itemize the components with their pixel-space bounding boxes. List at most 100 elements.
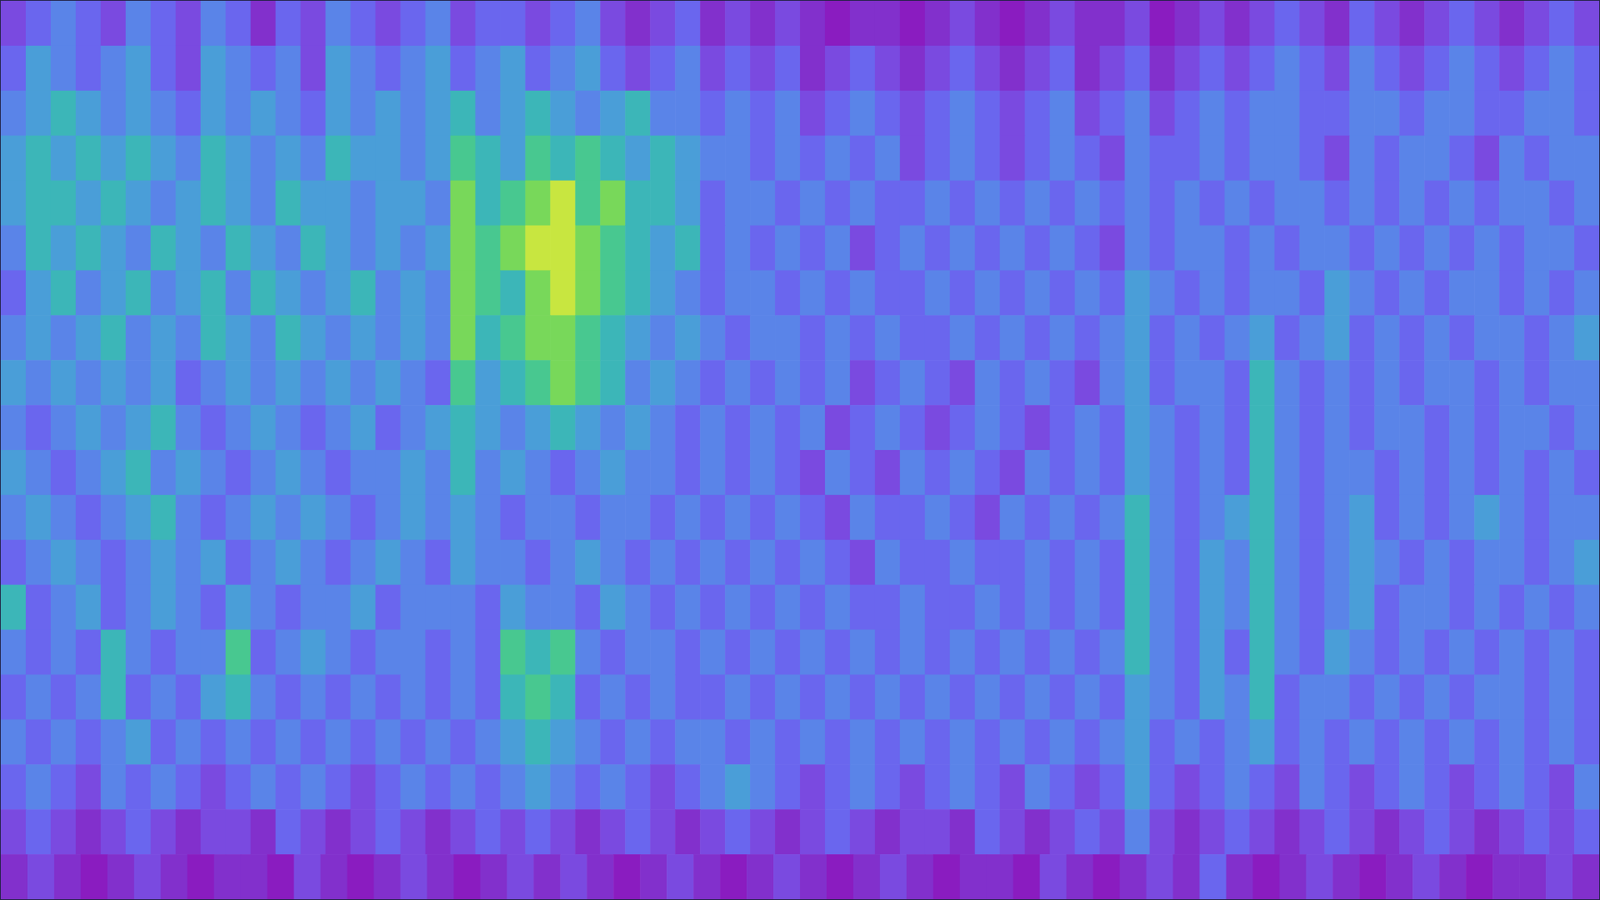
cell [350, 450, 377, 496]
cell [1299, 0, 1325, 47]
cell [650, 540, 676, 586]
cell [250, 225, 277, 272]
cell [775, 540, 801, 586]
cell [1224, 450, 1250, 496]
cell [100, 225, 127, 272]
cell [1025, 0, 1051, 47]
cell [1299, 45, 1325, 92]
cell [725, 360, 751, 406]
cell [950, 180, 976, 227]
cell [75, 450, 102, 496]
cell [1424, 45, 1450, 92]
cell [1100, 225, 1126, 272]
cell [1449, 630, 1475, 676]
cell [875, 0, 901, 47]
cell [1025, 585, 1051, 631]
cell [1175, 540, 1201, 586]
cell [175, 495, 202, 541]
cell [600, 450, 626, 496]
cell [1000, 495, 1026, 541]
cell [1324, 0, 1350, 47]
cell [825, 0, 851, 47]
cell [1224, 540, 1250, 586]
cell [1200, 45, 1226, 92]
cell [1093, 854, 1121, 900]
cell [600, 225, 626, 272]
cell [1125, 495, 1151, 541]
cell [1000, 45, 1026, 92]
cell [600, 135, 626, 182]
cell [1324, 405, 1350, 450]
cell [725, 630, 751, 676]
cell [1399, 495, 1425, 541]
cell [925, 630, 951, 676]
cell [525, 270, 551, 316]
cell [250, 719, 277, 765]
cell [450, 630, 476, 676]
cell [1424, 405, 1450, 450]
cell [1150, 90, 1176, 137]
cell [75, 135, 102, 182]
cell [150, 764, 177, 810]
cell [400, 180, 427, 227]
cell [1299, 225, 1325, 272]
cell [1449, 675, 1475, 721]
cell [150, 90, 177, 137]
cell [750, 675, 776, 721]
cell [825, 225, 851, 272]
cell [1100, 45, 1126, 92]
cell [275, 0, 302, 47]
cell [175, 225, 202, 272]
cell [950, 540, 976, 586]
cell [75, 675, 102, 721]
cell [600, 405, 626, 450]
cell [925, 270, 951, 316]
cell [1150, 540, 1176, 586]
cell [1399, 360, 1425, 406]
cell [1224, 45, 1250, 92]
cell [1274, 270, 1300, 316]
cell [550, 270, 576, 316]
cell [900, 135, 926, 182]
cell [575, 675, 601, 721]
cell [375, 809, 402, 855]
cell [200, 270, 227, 316]
cell [925, 90, 951, 137]
cell [1150, 764, 1176, 810]
cell [300, 450, 327, 496]
cell [475, 540, 501, 586]
cell [1374, 450, 1400, 496]
cell [1050, 675, 1076, 721]
cell [125, 719, 152, 765]
cell [1150, 719, 1176, 765]
cell [475, 809, 501, 855]
cell [125, 630, 152, 676]
cell [900, 315, 926, 361]
cell [150, 450, 177, 496]
cell [1374, 405, 1400, 450]
cell [25, 495, 52, 541]
cell [1224, 764, 1250, 810]
cell [650, 405, 676, 450]
cell [100, 450, 127, 496]
cell [175, 0, 202, 47]
cell [650, 719, 676, 765]
cell [550, 675, 576, 721]
cell [1274, 764, 1300, 810]
cell [875, 405, 901, 450]
cell [1249, 585, 1275, 631]
cell [1524, 719, 1550, 765]
cell [0, 360, 27, 406]
cell [525, 585, 551, 631]
cell [550, 405, 576, 450]
cell [1125, 809, 1151, 855]
cell [575, 405, 601, 450]
cell [250, 45, 277, 92]
cell [1424, 675, 1450, 721]
cell [825, 360, 851, 406]
cell [500, 540, 526, 586]
cell [1200, 540, 1226, 586]
cell [125, 45, 152, 92]
cell [1200, 0, 1226, 47]
cell [975, 585, 1001, 631]
